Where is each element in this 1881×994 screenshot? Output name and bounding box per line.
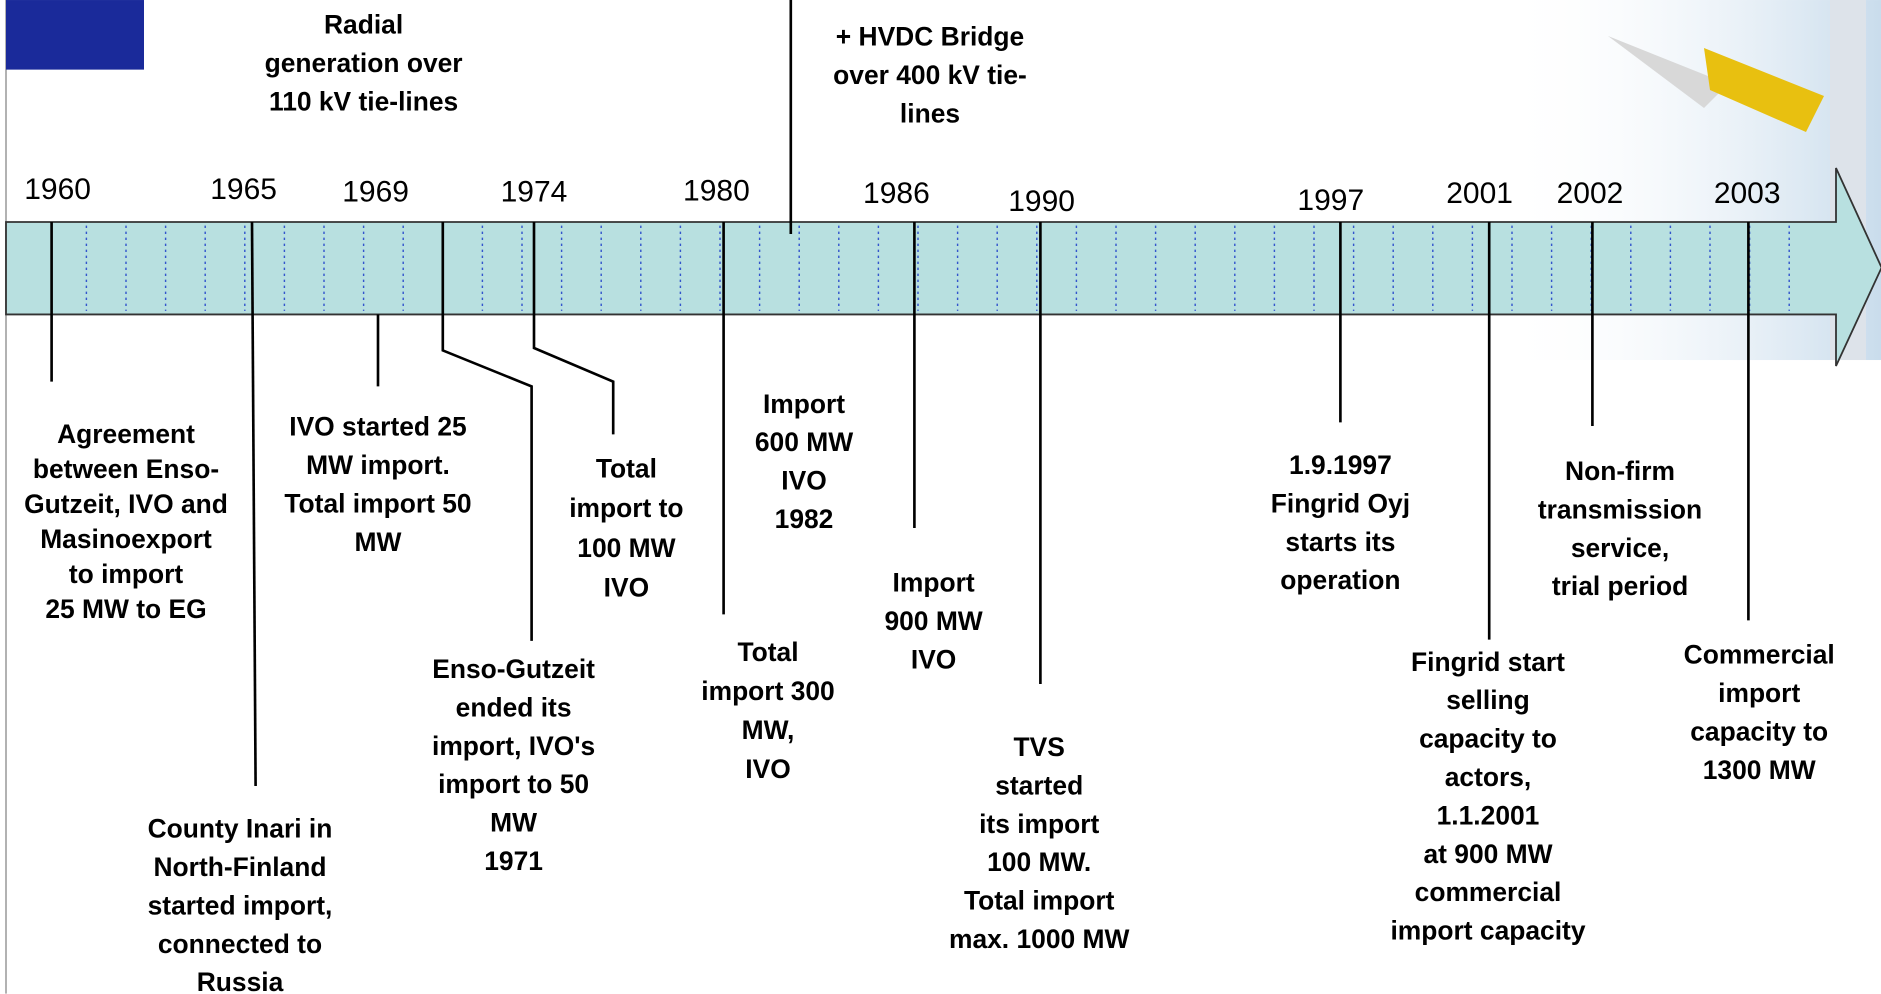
event-text: started [995, 770, 1083, 800]
event-text: 100 MW [577, 533, 675, 563]
event-text: connected to [158, 929, 322, 959]
annotation-text: lines [900, 98, 960, 128]
event-text: Total [596, 454, 657, 484]
event-text: selling [1446, 685, 1530, 715]
event-text: Fingrid Oyj [1271, 488, 1410, 518]
event-text: IVO [604, 572, 649, 602]
year-label: 2002 [1557, 177, 1624, 210]
year-label: 1965 [210, 173, 277, 206]
event-text: Import [763, 389, 845, 419]
event-text: IVO [745, 754, 790, 784]
event-text: 1.1.2001 [1437, 800, 1540, 830]
year-label: 1990 [1008, 185, 1075, 218]
event-text: Enso-Gutzeit [432, 654, 595, 684]
event-text: IVO [781, 466, 826, 496]
event-text: import capacity [1390, 916, 1585, 946]
event-text: trial period [1552, 571, 1688, 601]
year-label: 1980 [683, 174, 750, 207]
event-text: between Enso- [33, 454, 219, 484]
event-text: transmission [1538, 494, 1702, 524]
event-text: Agreement [57, 419, 195, 449]
event-text: max. 1000 MW [949, 924, 1130, 954]
event-text: MW import. [306, 450, 450, 480]
event-text: started import, [148, 890, 333, 920]
annotation-text: Radial [324, 10, 403, 40]
event-text: Total import [964, 886, 1115, 916]
event-text: IVO [911, 644, 956, 674]
event-text: service, [1571, 533, 1669, 563]
year-label: 1986 [863, 177, 930, 210]
event-text: Non-firm [1565, 456, 1675, 486]
event-text: import [1718, 678, 1800, 708]
event-text: Commercial [1684, 640, 1835, 670]
event-text: at 900 MW [1423, 839, 1552, 869]
year-label: 2001 [1446, 177, 1513, 210]
event-text: 600 MW [755, 427, 853, 457]
event-text: 1.9.1997 [1289, 450, 1392, 480]
event-text: MW, [742, 715, 795, 745]
annotation-text: + HVDC Bridge [836, 22, 1024, 52]
event-text: actors, [1445, 762, 1532, 792]
year-label: 1960 [24, 173, 91, 206]
event-text: County Inari in [148, 814, 333, 844]
year-label: 2003 [1714, 177, 1781, 210]
event-text: MW [490, 808, 537, 838]
event-text: to import [69, 559, 184, 589]
event-text: operation [1280, 565, 1400, 595]
event-text: capacity to [1419, 724, 1557, 754]
logo-block [6, 0, 144, 70]
event-text: import to [569, 493, 683, 523]
event-text: Gutzeit, IVO and [24, 489, 228, 519]
event-text: Total import 50 [284, 488, 471, 518]
event-text: 100 MW. [987, 847, 1091, 877]
year-label: 1969 [342, 176, 409, 209]
event-text: 25 MW to EG [45, 594, 206, 624]
annotation-text: generation over [265, 48, 463, 78]
year-label: 1997 [1297, 184, 1364, 217]
event-text: 1982 [775, 504, 834, 534]
event-text: Russia [197, 967, 284, 994]
timeline-slide: 1960 1965 1969 1974 1980 1986 1990 1997 2001 2002… [0, 0, 1881, 994]
event-text: North-Finland [154, 852, 327, 882]
event-text: 900 MW [884, 606, 982, 636]
event-text: ended its [456, 692, 572, 722]
event-text: import, IVO's [432, 731, 595, 761]
year-label: 1974 [501, 176, 568, 209]
annotation-text: 110 kV tie-lines [269, 86, 458, 116]
event-text: commercial [1415, 877, 1562, 907]
event-text: TVS [1014, 732, 1065, 762]
event-text: starts its [1285, 527, 1395, 557]
event-text: its import [979, 809, 1099, 839]
annotation-text: over 400 kV tie- [833, 60, 1027, 90]
event-text: MW [355, 527, 402, 557]
event-text: Import [893, 568, 975, 598]
event-text: Total [737, 637, 798, 667]
event-text: 1300 MW [1703, 755, 1816, 785]
event-text: Fingrid start [1411, 647, 1565, 677]
event-text: IVO started 25 [289, 412, 466, 442]
event-text: import 300 [701, 676, 834, 706]
event-text: import to 50 [438, 769, 589, 799]
event-text: 1971 [484, 846, 543, 876]
event-text: Masinoexport [40, 524, 212, 554]
event-text: capacity to [1690, 716, 1828, 746]
